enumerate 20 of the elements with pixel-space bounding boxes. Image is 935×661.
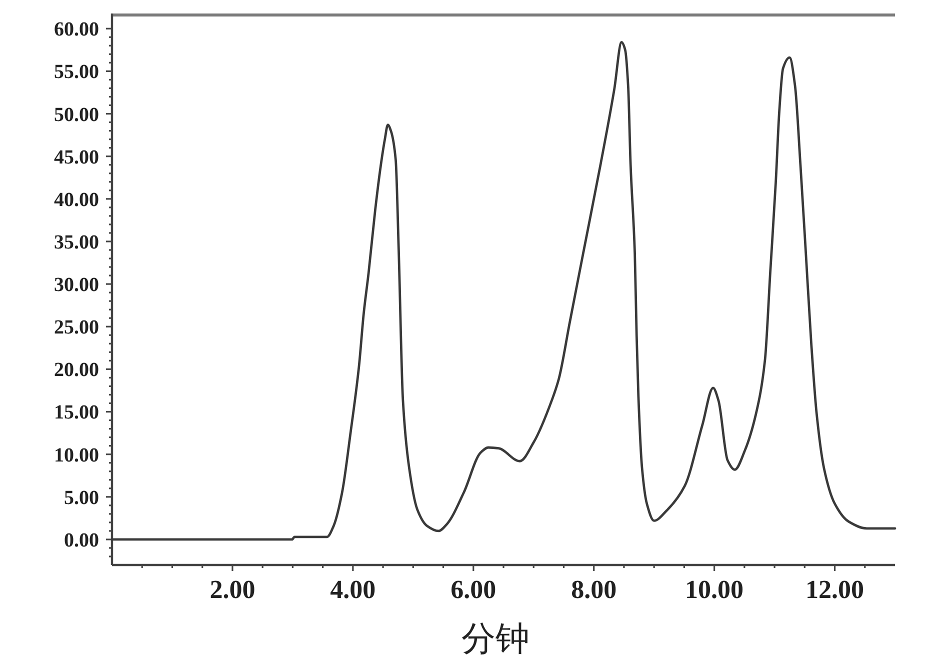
x-tick-label: 8.00 — [571, 575, 617, 604]
y-tick-label: 15.00 — [54, 402, 99, 424]
y-tick-label: 20.00 — [54, 359, 99, 382]
x-tick-label: 4.00 — [330, 575, 376, 604]
y-tick-label: 0.00 — [64, 529, 99, 552]
y-tick-label: 50.00 — [54, 104, 99, 126]
x-tick-label: 12.00 — [806, 575, 864, 604]
y-tick-label: 25.00 — [54, 316, 99, 339]
y-tick-label: 60.00 — [54, 18, 99, 41]
y-tick-label: 10.00 — [54, 444, 99, 466]
y-tick-label: 35.00 — [54, 231, 99, 254]
y-tick-label: 55.00 — [54, 61, 99, 84]
y-tick-label: 45.00 — [54, 146, 99, 168]
x-tick-label: 10.00 — [685, 575, 744, 604]
y-tick-label: 40.00 — [54, 188, 99, 211]
y-tick-label: 30.00 — [54, 274, 99, 296]
x-tick-label: 2.00 — [210, 575, 256, 604]
x-axis-title: 分钟 — [462, 621, 530, 658]
x-tick-label: 6.00 — [450, 575, 496, 604]
y-tick-label: 5.00 — [64, 486, 99, 509]
